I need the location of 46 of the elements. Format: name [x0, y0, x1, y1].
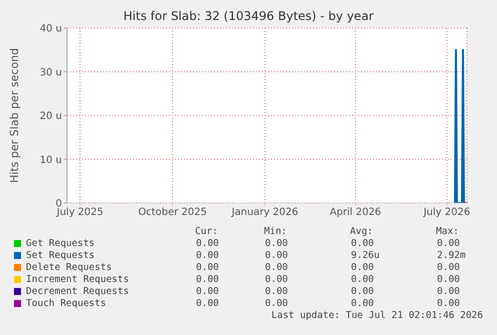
text: 0.00: [437, 238, 460, 249]
text: 0.00: [265, 298, 288, 309]
text: 0.00: [196, 274, 219, 285]
text: 0.00: [196, 238, 219, 249]
text: 0.00: [437, 298, 460, 309]
y-tick-label: 20 u: [40, 111, 62, 122]
legend-label: Delete Requests: [26, 262, 112, 273]
text: 2.92m: [437, 250, 466, 261]
legend-label: Get Requests: [26, 238, 95, 249]
x-tick-label: July 2025: [56, 207, 104, 218]
text: 0.00: [196, 286, 219, 297]
text: 0.00: [351, 286, 374, 297]
y-axis-title: Hits per Slab per second: [8, 48, 21, 183]
x-tick-label: October 2025: [138, 207, 207, 218]
text: Min:: [264, 226, 287, 237]
legend-label: Increment Requests: [26, 274, 129, 285]
text: 0.00: [265, 238, 288, 249]
text: 0.00: [351, 238, 374, 249]
legend-label: Decrement Requests: [26, 286, 129, 297]
text: 0.00: [265, 262, 288, 273]
text: 0.00: [437, 286, 460, 297]
text: 0.00: [196, 298, 219, 309]
text: 0.00: [351, 262, 374, 273]
text: 0.00: [196, 250, 219, 261]
text: 0.00: [196, 262, 219, 273]
text: 0.00: [437, 262, 460, 273]
text: 9.26u: [351, 250, 380, 261]
legend-label: Set Requests: [26, 250, 95, 261]
text: Last update: Tue Jul 21 02:01:46 2026: [270, 310, 484, 322]
text: 0.00: [437, 274, 460, 285]
y-tick-label: 30 u: [40, 67, 62, 78]
text: 0.00: [351, 274, 374, 285]
y-tick-label: 40 u: [40, 24, 62, 35]
legend-label: Touch Requests: [26, 298, 106, 309]
text: 0.00: [351, 298, 374, 309]
text: Avg:: [350, 226, 373, 237]
y-tick-label: 10 u: [40, 154, 62, 166]
text: 0.00: [265, 286, 288, 297]
chart-title: Hits for Slab: 32 (103496 Bytes) - by year: [122, 9, 375, 23]
text: Max:: [436, 226, 459, 237]
x-tick-label: April 2026: [330, 207, 382, 218]
x-tick-label: July 2026: [422, 207, 470, 218]
x-tick-label: January 2026: [230, 207, 298, 218]
text: 0.00: [265, 250, 288, 261]
text: 0.00: [265, 274, 288, 285]
text: Cur:: [195, 226, 218, 237]
